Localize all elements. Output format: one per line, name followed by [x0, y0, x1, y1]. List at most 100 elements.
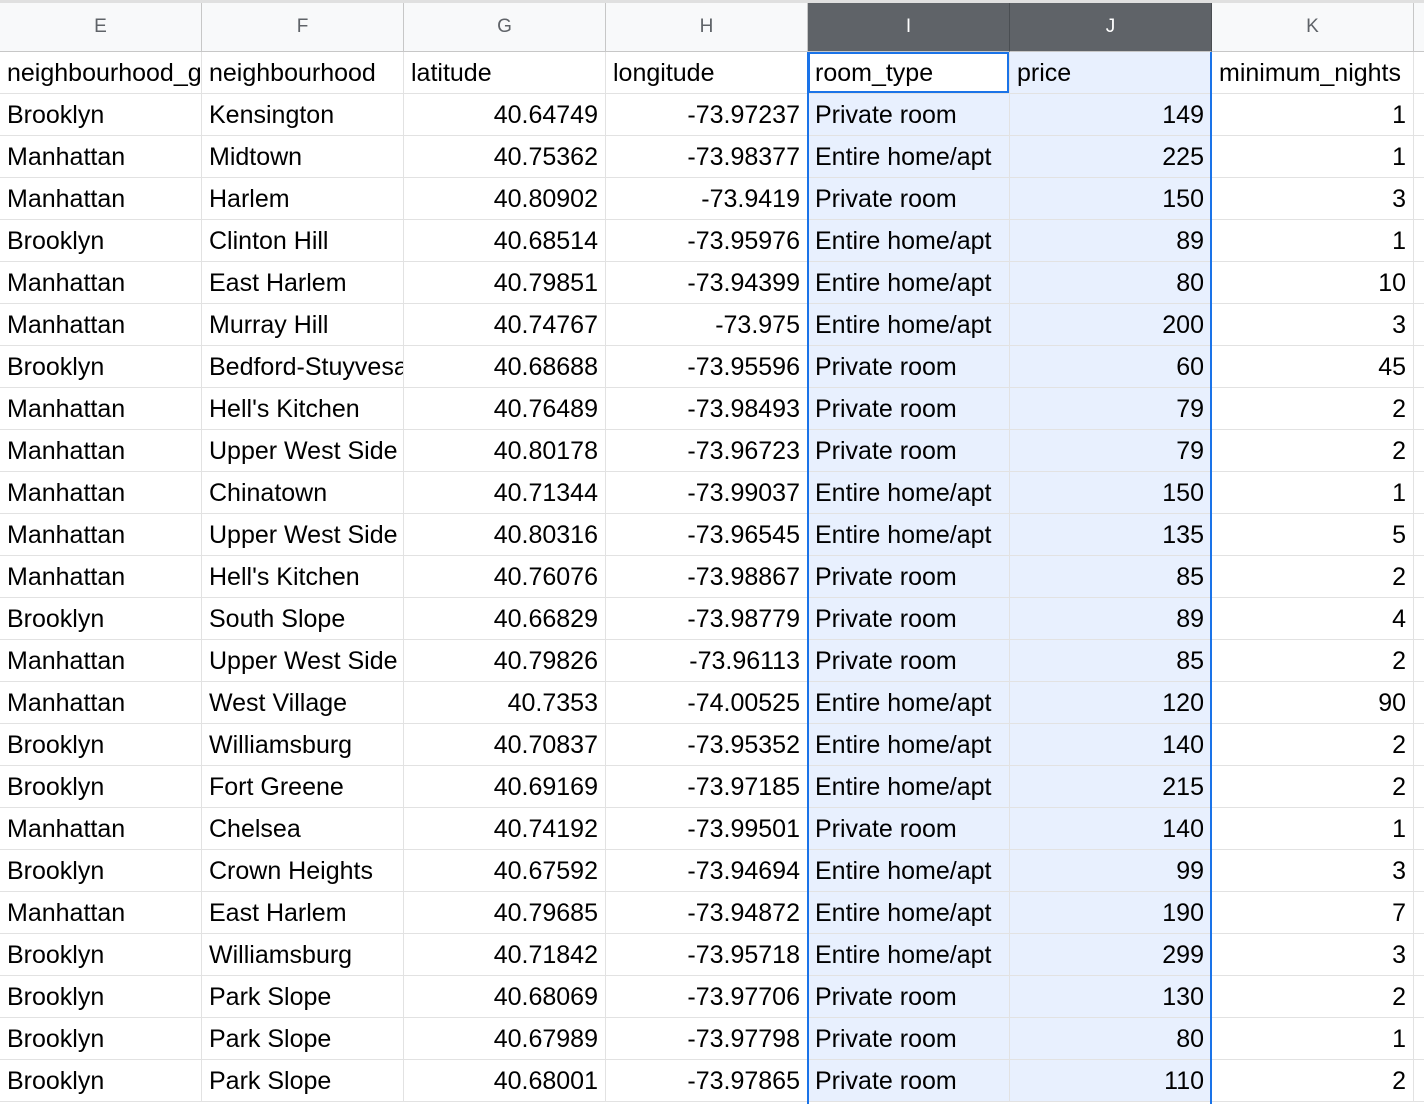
cell-j[interactable]: 130: [1010, 976, 1212, 1018]
cell-overflow[interactable]: [1414, 808, 1424, 850]
cell-h[interactable]: -73.99037: [606, 472, 808, 514]
cell-g[interactable]: 40.69169: [404, 766, 606, 808]
cell-overflow[interactable]: [1414, 598, 1424, 640]
cell-k[interactable]: 3: [1212, 850, 1414, 892]
cell-g[interactable]: 40.68001: [404, 1060, 606, 1102]
column-header-g[interactable]: G: [404, 3, 606, 52]
cell-overflow[interactable]: [1414, 346, 1424, 388]
cell-e[interactable]: Manhattan: [0, 430, 202, 472]
column-header-f[interactable]: F: [202, 3, 404, 52]
cell-f[interactable]: South Slope: [202, 598, 404, 640]
cell-j[interactable]: 80: [1010, 262, 1212, 304]
cell-e[interactable]: Brooklyn: [0, 346, 202, 388]
cell-j[interactable]: 120: [1010, 682, 1212, 724]
cell-h[interactable]: -73.97237: [606, 94, 808, 136]
cell-i[interactable]: Private room: [808, 1018, 1010, 1060]
cell-overflow[interactable]: [1414, 640, 1424, 682]
header-cell-e[interactable]: neighbourhood_group: [0, 52, 202, 94]
cell-k[interactable]: 1: [1212, 1018, 1414, 1060]
column-header-j[interactable]: J: [1010, 3, 1212, 52]
cell-e[interactable]: Manhattan: [0, 304, 202, 346]
cell-h[interactable]: -73.98867: [606, 556, 808, 598]
cell-k[interactable]: 2: [1212, 430, 1414, 472]
cell-g[interactable]: 40.70837: [404, 724, 606, 766]
cell-e[interactable]: Brooklyn: [0, 976, 202, 1018]
cell-j[interactable]: 89: [1010, 598, 1212, 640]
cell-i[interactable]: Private room: [808, 430, 1010, 472]
cell-i[interactable]: Private room: [808, 346, 1010, 388]
cell-h[interactable]: -73.98779: [606, 598, 808, 640]
cell-g[interactable]: 40.80316: [404, 514, 606, 556]
cell-g[interactable]: 40.68688: [404, 346, 606, 388]
cell-overflow[interactable]: [1414, 892, 1424, 934]
cell-e[interactable]: Manhattan: [0, 556, 202, 598]
cell-f[interactable]: Park Slope: [202, 1018, 404, 1060]
cell-f[interactable]: Williamsburg: [202, 934, 404, 976]
cell-j[interactable]: 80: [1010, 1018, 1212, 1060]
cell-overflow[interactable]: [1414, 388, 1424, 430]
cell-i[interactable]: Private room: [808, 178, 1010, 220]
cell-j[interactable]: 89: [1010, 220, 1212, 262]
cell-k[interactable]: 45: [1212, 346, 1414, 388]
cell-h[interactable]: -74.00525: [606, 682, 808, 724]
cell-f[interactable]: Williamsburg: [202, 724, 404, 766]
cell-g[interactable]: 40.79685: [404, 892, 606, 934]
cell-i[interactable]: Entire home/apt: [808, 682, 1010, 724]
header-cell-h[interactable]: longitude: [606, 52, 808, 94]
cell-g[interactable]: 40.79826: [404, 640, 606, 682]
cell-h[interactable]: -73.97865: [606, 1060, 808, 1102]
cell-e[interactable]: Manhattan: [0, 640, 202, 682]
column-header-k[interactable]: K: [1212, 3, 1414, 52]
cell-k[interactable]: 3: [1212, 178, 1414, 220]
cell-k[interactable]: 2: [1212, 976, 1414, 1018]
cell-j[interactable]: 140: [1010, 808, 1212, 850]
cell-g[interactable]: 40.71842: [404, 934, 606, 976]
cell-k[interactable]: 3: [1212, 934, 1414, 976]
cell-j[interactable]: 135: [1010, 514, 1212, 556]
cell-j[interactable]: 150: [1010, 472, 1212, 514]
cell-overflow[interactable]: [1414, 178, 1424, 220]
cell-j[interactable]: 200: [1010, 304, 1212, 346]
cell-f[interactable]: Hell's Kitchen: [202, 388, 404, 430]
cell-g[interactable]: 40.66829: [404, 598, 606, 640]
cell-overflow[interactable]: [1414, 472, 1424, 514]
cell-k[interactable]: 1: [1212, 136, 1414, 178]
cell-e[interactable]: Manhattan: [0, 472, 202, 514]
cell-j[interactable]: 99: [1010, 850, 1212, 892]
cell-f[interactable]: Bedford-Stuyvesant: [202, 346, 404, 388]
cell-overflow[interactable]: [1414, 430, 1424, 472]
cell-e[interactable]: Brooklyn: [0, 1018, 202, 1060]
cell-overflow[interactable]: [1414, 94, 1424, 136]
cell-h[interactable]: -73.95718: [606, 934, 808, 976]
cell-h[interactable]: -73.97185: [606, 766, 808, 808]
cell-i[interactable]: Entire home/apt: [808, 766, 1010, 808]
header-cell-g[interactable]: latitude: [404, 52, 606, 94]
cell-h[interactable]: -73.96723: [606, 430, 808, 472]
cell-i[interactable]: Entire home/apt: [808, 220, 1010, 262]
cell-overflow[interactable]: [1414, 682, 1424, 724]
cell-e[interactable]: Brooklyn: [0, 934, 202, 976]
cell-e[interactable]: Manhattan: [0, 388, 202, 430]
header-cell-i[interactable]: room_type: [808, 52, 1010, 94]
cell-i[interactable]: Entire home/apt: [808, 892, 1010, 934]
cell-g[interactable]: 40.7353: [404, 682, 606, 724]
cell-f[interactable]: Crown Heights: [202, 850, 404, 892]
cell-g[interactable]: 40.80178: [404, 430, 606, 472]
cell-g[interactable]: 40.79851: [404, 262, 606, 304]
cell-h[interactable]: -73.98377: [606, 136, 808, 178]
cell-e[interactable]: Brooklyn: [0, 724, 202, 766]
cell-overflow[interactable]: [1414, 850, 1424, 892]
cell-f[interactable]: Midtown: [202, 136, 404, 178]
cell-h[interactable]: -73.98493: [606, 388, 808, 430]
cell-e[interactable]: Brooklyn: [0, 850, 202, 892]
cell-overflow[interactable]: [1414, 556, 1424, 598]
cell-overflow[interactable]: [1414, 976, 1424, 1018]
cell-overflow[interactable]: [1414, 52, 1424, 94]
cell-e[interactable]: Brooklyn: [0, 220, 202, 262]
column-header-i[interactable]: I: [808, 3, 1010, 52]
cell-f[interactable]: Harlem: [202, 178, 404, 220]
cell-i[interactable]: Entire home/apt: [808, 934, 1010, 976]
cell-i[interactable]: Private room: [808, 808, 1010, 850]
cell-h[interactable]: -73.96545: [606, 514, 808, 556]
cell-h[interactable]: -73.95352: [606, 724, 808, 766]
